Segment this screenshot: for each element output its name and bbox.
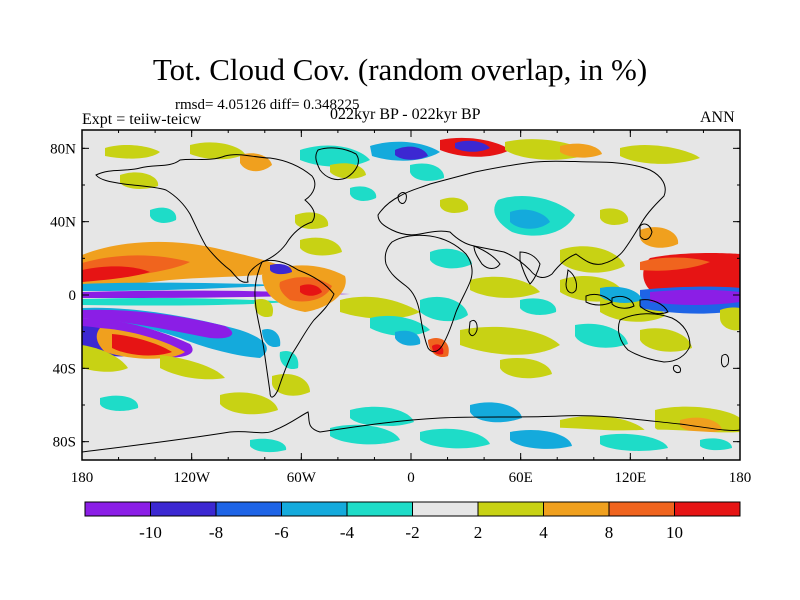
y-tick-label: 40N (50, 215, 76, 231)
colorbar-label: 10 (666, 523, 683, 542)
colorbar-label: 8 (605, 523, 614, 542)
axis-ticks: 180 120W 60W 0 60E 120E 180 80N 40N 0 40S 80S (50, 130, 751, 486)
colorbar-swatch (412, 501, 479, 517)
coastlines (82, 147, 740, 453)
x-tick-label: 60E (509, 470, 533, 486)
colorbar-swatch (150, 501, 217, 517)
colorbar-label: -10 (139, 523, 162, 542)
colorbar-swatch (543, 501, 610, 517)
x-tick-label: 0 (407, 470, 415, 486)
colorbar: -10 -8 -6 -4 -2 2 4 8 10 (84, 501, 741, 542)
y-tick-label: 80S (53, 435, 76, 451)
x-tick-label: 120E (614, 470, 646, 486)
colorbar-label: -2 (405, 523, 419, 542)
colorbar-swatch (215, 501, 282, 517)
period-label: 022kyr BP - 022kyr BP (330, 106, 481, 123)
colorbar-swatch (674, 501, 741, 517)
colorbar-label: -8 (209, 523, 223, 542)
colorbar-label: -6 (274, 523, 288, 542)
y-tick-label: 80N (50, 141, 76, 157)
colorbar-label: -4 (340, 523, 355, 542)
experiment-label: Expt = teiiw-teicw (82, 111, 202, 128)
chart-title: Tot. Cloud Cov. (random overlap, in %) (152, 52, 648, 87)
y-tick-label: 0 (69, 288, 77, 304)
colorbar-swatch (281, 501, 348, 517)
anomaly-field (82, 130, 740, 460)
season-label: ANN (700, 109, 735, 126)
colorbar-label: 2 (474, 523, 483, 542)
colorbar-swatch (477, 501, 544, 517)
stats-label: rmsd= 4.05126 diff= 0.348225 (175, 97, 360, 113)
colorbar-label: 4 (539, 523, 548, 542)
x-tick-label: 180 (729, 470, 752, 486)
colorbar-swatch (608, 501, 675, 517)
x-tick-label: 180 (71, 470, 94, 486)
y-tick-label: 40S (53, 361, 76, 377)
x-tick-label: 60W (287, 470, 317, 486)
x-tick-label: 120W (173, 470, 211, 486)
colorbar-swatch (346, 501, 413, 517)
colorbar-swatch (84, 501, 151, 517)
